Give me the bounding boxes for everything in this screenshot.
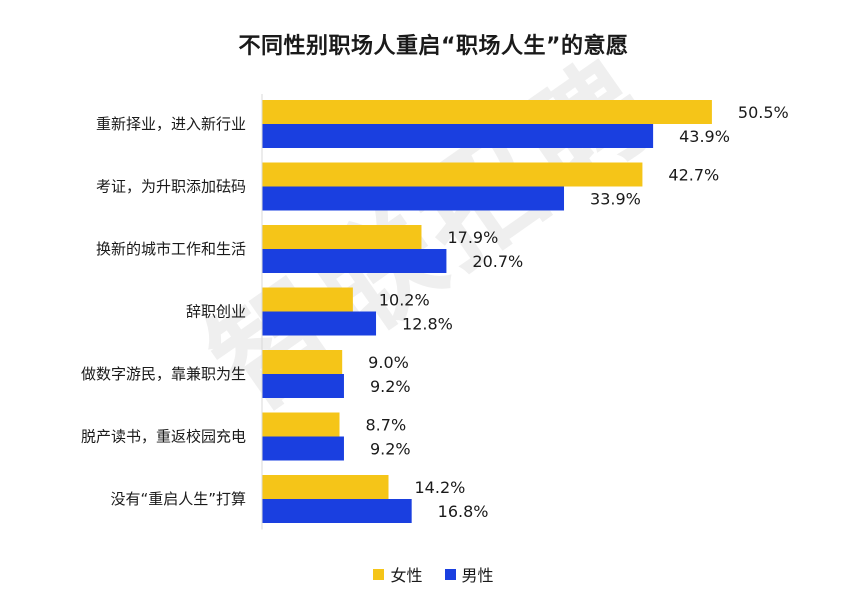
bar-male bbox=[262, 311, 377, 336]
category-label: 脱产读书，重返校园充电 bbox=[81, 428, 246, 446]
category-label: 重新择业，进入新行业 bbox=[96, 115, 246, 133]
bar-female bbox=[262, 412, 340, 437]
category-label: 辞职创业 bbox=[186, 303, 246, 321]
data-label-male: 12.8% bbox=[402, 315, 453, 334]
data-label-female: 8.7% bbox=[366, 416, 407, 435]
bar-male bbox=[262, 186, 565, 211]
data-label-female: 42.7% bbox=[668, 166, 719, 185]
data-label-female: 14.2% bbox=[415, 478, 466, 497]
data-label-female: 50.5% bbox=[738, 103, 789, 122]
bar-female bbox=[262, 350, 343, 374]
legend-item-male: 男性 bbox=[444, 562, 494, 586]
data-label-male: 33.9% bbox=[590, 190, 641, 209]
category-label: 换新的城市工作和生活 bbox=[96, 240, 246, 258]
legend-swatch-male bbox=[444, 568, 456, 580]
category-label: 考证，为升职添加砝码 bbox=[96, 178, 246, 196]
legend-swatch-female bbox=[373, 568, 385, 580]
bar-female bbox=[262, 162, 643, 187]
bar-female bbox=[262, 225, 422, 249]
data-label-female: 9.0% bbox=[368, 353, 409, 372]
bar-male bbox=[262, 249, 447, 273]
bar-male bbox=[262, 499, 412, 523]
legend-item-female: 女性 bbox=[373, 562, 423, 586]
bar-female bbox=[262, 287, 353, 312]
data-label-male: 9.2% bbox=[370, 440, 411, 459]
chart-title: 不同性别职场人重启“职场人生”的意愿 bbox=[238, 34, 629, 59]
bar-male bbox=[262, 124, 654, 148]
bar-female bbox=[262, 475, 389, 499]
data-label-male: 9.2% bbox=[370, 377, 411, 396]
legend-label-male: 男性 bbox=[461, 566, 494, 585]
bar-male bbox=[262, 436, 344, 461]
legend: 女性 男性 bbox=[0, 562, 867, 586]
data-label-male: 43.9% bbox=[679, 127, 730, 146]
bar-female bbox=[262, 100, 712, 124]
data-label-male: 16.8% bbox=[438, 502, 489, 521]
data-label-female: 17.9% bbox=[447, 228, 498, 247]
category-label: 没有“重启人生”打算 bbox=[110, 490, 246, 508]
bars-layer bbox=[262, 100, 712, 523]
data-label-female: 10.2% bbox=[379, 291, 430, 310]
data-label-male: 20.7% bbox=[472, 252, 523, 271]
category-label: 做数字游民，靠兼职为生 bbox=[81, 365, 246, 383]
legend-label-female: 女性 bbox=[390, 566, 423, 585]
bar-male bbox=[262, 374, 344, 398]
labels-layer: 重新择业，进入新行业 50.5% 43.9% 考证，为升职添加砝码 42.7% 33.9%… bbox=[81, 103, 789, 521]
